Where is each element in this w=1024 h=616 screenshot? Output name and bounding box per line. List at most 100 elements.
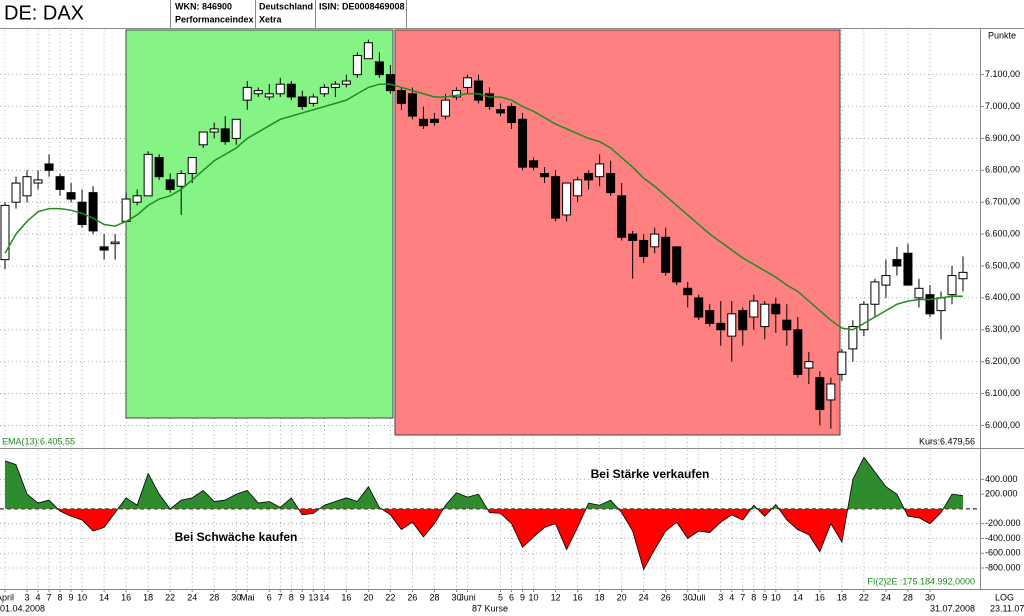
title: DE: DAX bbox=[4, 2, 84, 24]
candle-body bbox=[154, 157, 164, 178]
candle-body bbox=[507, 106, 517, 123]
candle-body bbox=[815, 377, 825, 410]
x-tick-label: 10 bbox=[771, 592, 781, 602]
last-price: Kurs:6.479,56 bbox=[919, 436, 975, 446]
candle-body bbox=[11, 182, 21, 203]
isin: ISIN: DE0008469008 bbox=[319, 1, 405, 11]
x-tick-label: 22 bbox=[385, 592, 395, 602]
x-tick-label: 5 bbox=[498, 592, 503, 602]
date: 23.11.07 bbox=[990, 603, 1024, 613]
annotation: Bei Schwäche kaufen bbox=[175, 530, 298, 544]
x-tick-label: 24 bbox=[187, 592, 197, 602]
candle-body bbox=[264, 93, 274, 98]
candle-body bbox=[330, 83, 340, 88]
candle-body bbox=[485, 93, 495, 108]
candle-body bbox=[826, 383, 836, 401]
candle-body bbox=[33, 179, 43, 184]
candle-body bbox=[936, 297, 946, 312]
candle-body bbox=[705, 310, 715, 324]
x-tick-label: 18 bbox=[837, 592, 847, 602]
x-tick-label: 26 bbox=[407, 592, 417, 602]
candle-body bbox=[903, 252, 913, 286]
y-tick-label: 400.000 bbox=[985, 474, 1018, 484]
candle-body bbox=[341, 80, 351, 85]
candle-body bbox=[429, 118, 439, 123]
x-tick-label: 30 bbox=[451, 592, 461, 602]
x-tick-label: 30 bbox=[683, 592, 693, 602]
candle-body bbox=[716, 322, 726, 331]
candle-body bbox=[451, 90, 461, 98]
x-tick-label: 16 bbox=[573, 592, 583, 602]
candle-body bbox=[617, 195, 627, 238]
x-tick-label: Juni bbox=[459, 592, 476, 602]
x-tick-label: 6 bbox=[267, 592, 272, 602]
log-button[interactable]: LOG bbox=[995, 592, 1014, 602]
candle-body bbox=[782, 319, 792, 331]
candle-body bbox=[859, 303, 869, 331]
candle-body bbox=[925, 294, 935, 315]
x-tick-label: 10 bbox=[77, 592, 87, 602]
candle-body bbox=[672, 246, 682, 283]
candle-body bbox=[683, 287, 693, 296]
candle-body bbox=[165, 179, 175, 190]
y-axis-label: Punkte bbox=[988, 30, 1016, 40]
x-tick-label: 6 bbox=[509, 592, 514, 602]
candle-body bbox=[639, 239, 649, 257]
candle-body bbox=[518, 118, 528, 168]
x-tick-label: 3 bbox=[25, 592, 30, 602]
x-tick-label: 12 bbox=[551, 592, 561, 602]
candle-body bbox=[407, 93, 417, 117]
candle-body bbox=[804, 361, 814, 369]
x-tick-label: April bbox=[0, 592, 14, 602]
x-tick-label: 22 bbox=[165, 592, 175, 602]
x-tick-label: 28 bbox=[903, 592, 913, 602]
x-tick-label: 9 bbox=[762, 592, 767, 602]
x-tick-label: 26 bbox=[661, 592, 671, 602]
candle-body bbox=[738, 310, 748, 331]
start-date: 01.04.2008 bbox=[0, 603, 45, 613]
candle-body bbox=[110, 241, 120, 245]
x-tick-label: 8 bbox=[58, 592, 63, 602]
candle-body bbox=[253, 90, 263, 95]
candle-body bbox=[958, 271, 968, 280]
x-tick-label: Juli bbox=[692, 592, 706, 602]
candle-body bbox=[473, 80, 483, 101]
x-tick-label: 16 bbox=[121, 592, 131, 602]
candle-body bbox=[749, 300, 759, 318]
x-tick-label: 7 bbox=[740, 592, 745, 602]
candle-body bbox=[881, 275, 891, 286]
candle-body bbox=[694, 297, 704, 318]
candle-body bbox=[418, 118, 428, 127]
candle-body bbox=[914, 287, 924, 299]
x-tick-label: 3 bbox=[718, 592, 723, 602]
area-outline bbox=[4, 456, 964, 571]
candle-body bbox=[275, 83, 285, 95]
x-tick-label: 18 bbox=[595, 592, 605, 602]
end-date: 31.07.2008 bbox=[930, 603, 975, 613]
x-tick-label: 28 bbox=[209, 592, 219, 602]
x-tick-label: 22 bbox=[859, 592, 869, 602]
candle-body bbox=[44, 163, 54, 171]
x-tick-label: 9 bbox=[69, 592, 74, 602]
y-tick-label: -200.000 bbox=[985, 518, 1021, 528]
x-tick-label: 30 bbox=[231, 592, 241, 602]
candle-body bbox=[374, 61, 384, 76]
y-tick-label: 6.700,00 bbox=[985, 197, 1020, 207]
candle-body bbox=[584, 173, 594, 181]
x-tick-label: 14 bbox=[319, 592, 329, 602]
candle-body bbox=[220, 128, 230, 143]
x-tick-label: 20 bbox=[617, 592, 627, 602]
x-tick-label: 8 bbox=[289, 592, 294, 602]
y-tick-label: 6.300,00 bbox=[985, 324, 1020, 334]
candle-body bbox=[88, 192, 98, 232]
candle-body bbox=[947, 275, 957, 296]
x-tick-label: 16 bbox=[341, 592, 351, 602]
candle-body bbox=[396, 90, 406, 104]
x-tick-label: 24 bbox=[639, 592, 649, 602]
x-tick-label: 28 bbox=[429, 592, 439, 602]
candle-body bbox=[121, 198, 131, 222]
country: Deutschland bbox=[259, 1, 313, 11]
candle-body bbox=[132, 195, 142, 203]
candle-body bbox=[650, 233, 660, 248]
